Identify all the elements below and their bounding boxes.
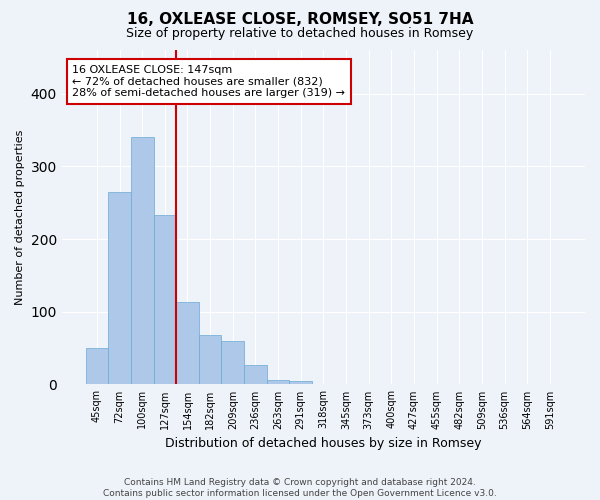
Bar <box>199 335 221 384</box>
Bar <box>131 137 154 384</box>
Text: Contains HM Land Registry data © Crown copyright and database right 2024.
Contai: Contains HM Land Registry data © Crown c… <box>103 478 497 498</box>
Bar <box>108 192 131 384</box>
Bar <box>244 365 267 384</box>
Bar <box>221 341 244 384</box>
Bar <box>289 381 312 384</box>
X-axis label: Distribution of detached houses by size in Romsey: Distribution of detached houses by size … <box>165 437 482 450</box>
Text: Size of property relative to detached houses in Romsey: Size of property relative to detached ho… <box>127 28 473 40</box>
Text: 16, OXLEASE CLOSE, ROMSEY, SO51 7HA: 16, OXLEASE CLOSE, ROMSEY, SO51 7HA <box>127 12 473 28</box>
Text: 16 OXLEASE CLOSE: 147sqm
← 72% of detached houses are smaller (832)
28% of semi-: 16 OXLEASE CLOSE: 147sqm ← 72% of detach… <box>72 65 345 98</box>
Bar <box>86 348 108 385</box>
Bar <box>267 380 289 384</box>
Y-axis label: Number of detached properties: Number of detached properties <box>15 130 25 305</box>
Bar <box>154 215 176 384</box>
Bar <box>176 302 199 384</box>
